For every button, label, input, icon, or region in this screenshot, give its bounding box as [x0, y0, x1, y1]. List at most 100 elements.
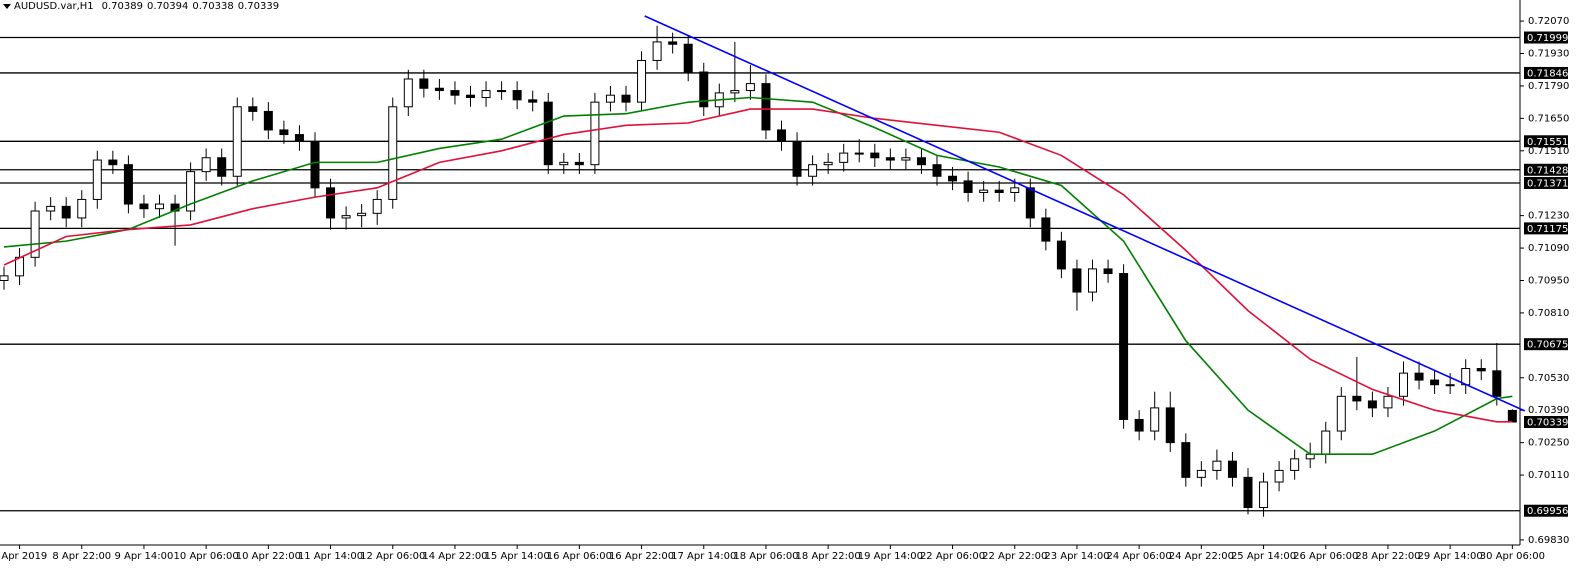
candle-body: [434, 87, 444, 92]
x-tick-label: 9 Apr 14:00: [115, 551, 174, 562]
candle-body: [854, 152, 864, 155]
candle-body: [621, 94, 631, 103]
candle-body: [1119, 273, 1129, 420]
candle-body: [1212, 460, 1222, 471]
candle-body: [605, 94, 615, 103]
candle-body: [1367, 400, 1377, 409]
candle-body: [543, 101, 553, 166]
x-tick-label: 8 Apr 22:00: [52, 551, 111, 562]
candle-body: [388, 106, 398, 200]
x-tick-label: 10 Apr 22:00: [236, 551, 301, 562]
header-value: 0.70389: [102, 1, 143, 12]
candle-body: [792, 141, 802, 177]
candle-body: [932, 164, 942, 177]
y-tick-label: 0.70110: [1528, 470, 1569, 481]
candle-body: [1227, 460, 1237, 478]
candle-body: [668, 41, 678, 45]
x-tick-label: 24 Apr 06:00: [1107, 551, 1172, 562]
x-tick-label: 19 Apr 14:00: [858, 551, 923, 562]
candle-body: [263, 110, 273, 131]
candle-body: [341, 215, 351, 219]
candle-body: [823, 161, 833, 166]
y-tick-label: 0.70810: [1528, 308, 1569, 319]
header-value: 0.70338: [192, 1, 233, 12]
candle-body: [92, 159, 102, 200]
x-tick-label: 24 Apr 22:00: [1169, 551, 1234, 562]
x-tick-label: 29 Apr 14:00: [1418, 551, 1483, 562]
candle-body: [1476, 368, 1486, 372]
collapse-arrow[interactable]: [3, 4, 11, 9]
candle-body: [294, 134, 304, 143]
candle-body: [497, 90, 507, 93]
candle-body: [1321, 430, 1331, 455]
header-symbol: AUDUSD.var,H1: [14, 1, 94, 12]
level-label-box: [1524, 31, 1568, 44]
candle-body: [1072, 268, 1082, 293]
candle-body: [528, 99, 538, 103]
candle-body: [248, 106, 258, 112]
header-value: 0.70339: [238, 1, 279, 12]
candle-body: [839, 152, 849, 163]
candle-body: [808, 164, 818, 177]
x-tick-label: 18 Apr 22:00: [796, 551, 861, 562]
candle-body: [1352, 395, 1362, 402]
level-label-box: [1524, 338, 1568, 351]
candle-body: [1025, 187, 1035, 219]
level-label: 0.71175: [1527, 224, 1568, 235]
candle-body: [1290, 458, 1300, 471]
level-label: 0.71846: [1527, 68, 1568, 79]
candle-body: [1181, 442, 1191, 478]
x-tick-label: 16 Apr 06:00: [547, 551, 612, 562]
candle-body: [1445, 384, 1455, 387]
candle-body: [901, 157, 911, 161]
candle-body: [1243, 476, 1253, 508]
candle-body: [1274, 469, 1284, 483]
candle-body: [450, 90, 460, 96]
candle-body: [217, 157, 227, 177]
x-tick-label: 11 Apr 14:00: [298, 551, 363, 562]
y-tick-label: 0.71930: [1528, 49, 1569, 60]
y-tick-label: 0.71790: [1528, 81, 1569, 92]
candle-body: [30, 210, 40, 258]
y-tick-label: 0.70950: [1528, 275, 1569, 286]
candle-body: [637, 59, 647, 103]
x-tick-label: 25 Apr 14:00: [1231, 551, 1296, 562]
candle-body: [963, 180, 973, 193]
x-tick-label: 10 Apr 06:00: [174, 551, 239, 562]
candle-body: [46, 205, 56, 212]
candle-body: [1492, 370, 1502, 397]
candle-body: [1259, 481, 1269, 508]
y-tick-label: 0.71230: [1528, 211, 1569, 222]
x-tick-label: 14 Apr 22:00: [422, 551, 487, 562]
x-tick-label: 17 Apr 14:00: [671, 551, 736, 562]
candle-body: [1103, 268, 1113, 275]
candle-body: [466, 94, 475, 99]
x-tick-label: 16 Apr 22:00: [609, 551, 674, 562]
y-tick-label: 0.71090: [1528, 243, 1569, 254]
candle-body: [885, 157, 895, 161]
header-value: 0.70394: [147, 1, 188, 12]
candle-body: [590, 101, 600, 166]
indicator-line: [644, 15, 1526, 412]
candle-body: [139, 203, 149, 210]
candle-body: [1088, 268, 1097, 293]
candle-body: [1430, 379, 1440, 386]
x-tick-label: 28 Apr 22:00: [1355, 551, 1420, 562]
candle-body: [777, 129, 786, 143]
x-tick-label: 22 Apr 06:00: [920, 551, 985, 562]
candle-body: [652, 41, 662, 61]
candle-body: [916, 157, 926, 166]
candle-body: [512, 90, 522, 101]
candle-body: [870, 152, 880, 159]
candle-body: [745, 83, 755, 92]
candle-body: [683, 43, 693, 73]
x-tick-label: 22 Apr 22:00: [982, 551, 1047, 562]
level-label-box: [1524, 504, 1568, 517]
level-label: 0.70675: [1527, 340, 1568, 351]
x-tick-label: 15 Apr 14:00: [485, 551, 550, 562]
candle-body: [232, 106, 242, 177]
y-tick-label: 0.69830: [1528, 535, 1569, 546]
x-tick-label: 18 Apr 06:00: [733, 551, 798, 562]
